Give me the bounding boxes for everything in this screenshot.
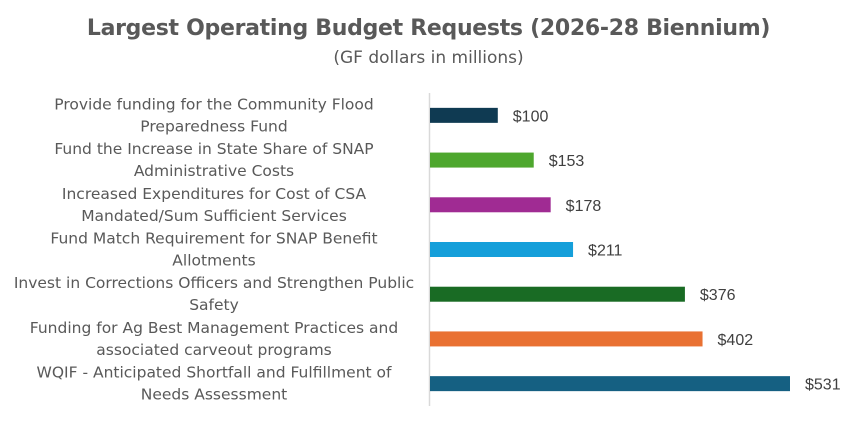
category-label-line: Preparedness Fund — [140, 117, 287, 135]
category-label-line: Needs Assessment — [141, 386, 288, 404]
data-label: $531 — [805, 377, 841, 394]
bar — [430, 107, 498, 123]
data-label: $153 — [549, 153, 585, 170]
category-label: Fund the Increase in State Share of SNAP… — [54, 140, 373, 180]
category-label: Invest in Corrections Officers and Stren… — [14, 274, 414, 314]
chart-subtitle: (GF dollars in millions) — [333, 48, 524, 68]
category-label-line: Fund the Increase in State Share of SNAP — [54, 140, 373, 158]
category-label: WQIF - Anticipated Shortfall and Fulfill… — [37, 364, 393, 404]
bar — [430, 242, 574, 257]
category-label: Provide funding for the Community Flood P… — [54, 95, 373, 135]
chart-title: Largest Operating Budget Requests (2026-… — [86, 16, 771, 41]
data-label: $211 — [588, 243, 623, 260]
category-label: Increased Expenditures for Cost of CSA Ma… — [62, 185, 367, 225]
category-label-line: Administrative Costs — [134, 162, 294, 180]
bar — [430, 197, 551, 213]
category-label-line: associated carveout programs — [96, 341, 332, 359]
category-label-line: Mandated/Sum Sufficient Services — [81, 207, 347, 225]
bar — [430, 286, 685, 302]
category-label-line: Allotments — [172, 252, 255, 270]
data-label: $178 — [566, 198, 602, 215]
category-label-line: Funding for Ag Best Management Practices… — [30, 319, 398, 337]
category-label-line: Invest in Corrections Officers and Stren… — [14, 274, 414, 292]
category-label-line: Safety — [189, 296, 239, 314]
bar — [430, 376, 790, 392]
data-label: $402 — [718, 332, 754, 349]
category-label: Fund Match Requirement for SNAP Benefit A… — [50, 230, 377, 270]
category-label: Funding for Ag Best Management Practices… — [30, 319, 398, 359]
category-label-line: Increased Expenditures for Cost of CSA — [62, 185, 367, 203]
data-label: $376 — [700, 287, 736, 304]
category-label-line: WQIF - Anticipated Shortfall and Fulfill… — [37, 364, 393, 382]
bar — [430, 152, 534, 168]
category-label-line: Provide funding for the Community Flood — [54, 95, 373, 113]
category-label-line: Fund Match Requirement for SNAP Benefit — [50, 230, 377, 248]
bar — [430, 331, 703, 347]
data-label: $100 — [513, 108, 549, 125]
